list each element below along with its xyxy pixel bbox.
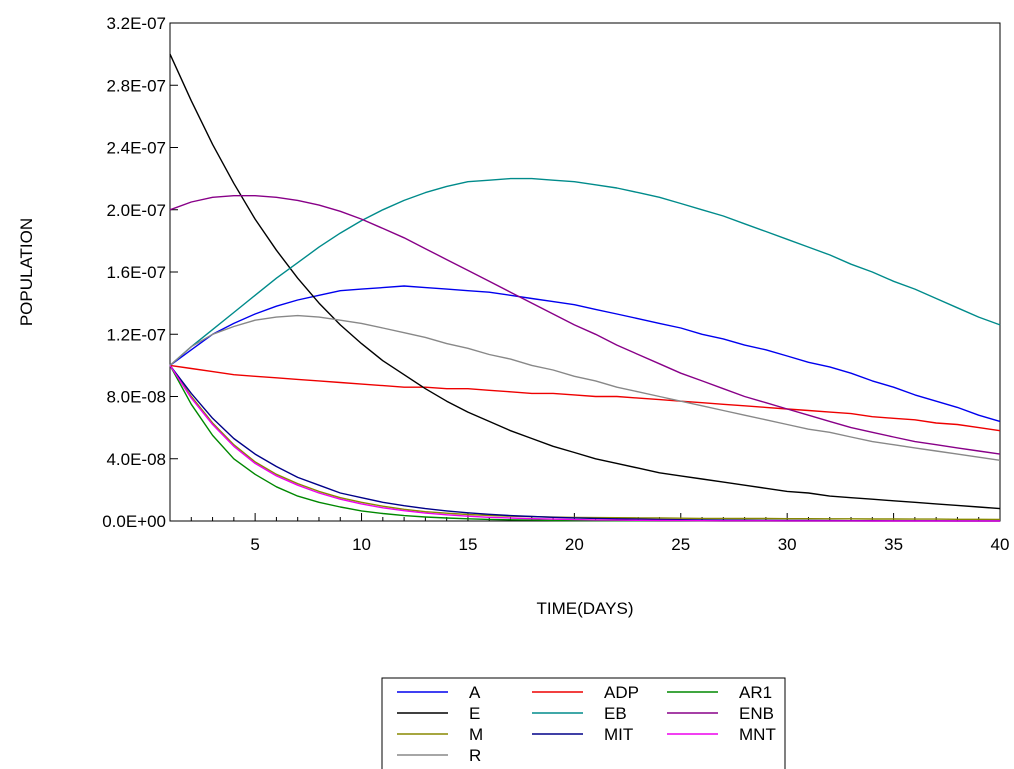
y-axis-title: POPULATION [17,218,36,326]
legend-label-adp: ADP [604,683,639,702]
legend-label-ar1: AR1 [739,683,772,702]
y-tick-label: 8.0E-08 [106,388,166,407]
legend-label-mnt: MNT [739,725,776,744]
y-tick-label: 3.2E-07 [106,14,166,33]
series-line-mnt [169,365,1000,522]
x-tick-label: 10 [352,535,371,554]
x-tick-label: 5 [250,535,259,554]
x-tick-label: 40 [991,535,1010,554]
series-line-adp [169,364,1001,432]
legend-label-a: A [469,683,481,702]
legend-label-r: R [469,746,481,765]
x-tick-label: 25 [671,535,690,554]
series-line-ar1 [169,365,1000,522]
series-line-r [169,314,1001,461]
series-lines [169,53,1001,522]
x-tick-label: 20 [565,535,584,554]
x-axis-title: TIME(DAYS) [537,599,634,618]
legend-label-enb: ENB [739,704,774,723]
series-line-eb [169,177,1001,366]
y-tick-label: 4.0E-08 [106,450,166,469]
plot-frame [169,22,1001,522]
y-tick-label: 1.2E-07 [106,325,166,344]
series-line-a [169,285,1001,423]
x-tick-label: 30 [778,535,797,554]
legend: A ADP AR1 E EB ENB M MIT MNT R [381,677,786,769]
legend-label-mit: MIT [604,725,633,744]
y-tick-label: 2.0E-07 [106,201,166,220]
series-line-mit [169,364,1000,522]
y-tick-label: 2.4E-07 [106,139,166,158]
series-line-enb [169,194,1001,455]
series-line-e [169,53,1001,510]
legend-label-m: M [469,725,483,744]
x-tick-label: 15 [458,535,477,554]
y-tick-label: 1.6E-07 [106,263,166,282]
y-tick-label: 0.0E+00 [102,512,166,531]
legend-label-eb: EB [604,704,627,723]
legend-box [381,677,786,769]
y-axis: 0.0E+00 4.0E-08 8.0E-08 1.2E-07 1.6E-07 2.0E-… [102,14,178,531]
x-tick-label: 35 [884,535,903,554]
legend-label-e: E [469,704,480,723]
y-tick-label: 2.8E-07 [106,76,166,95]
